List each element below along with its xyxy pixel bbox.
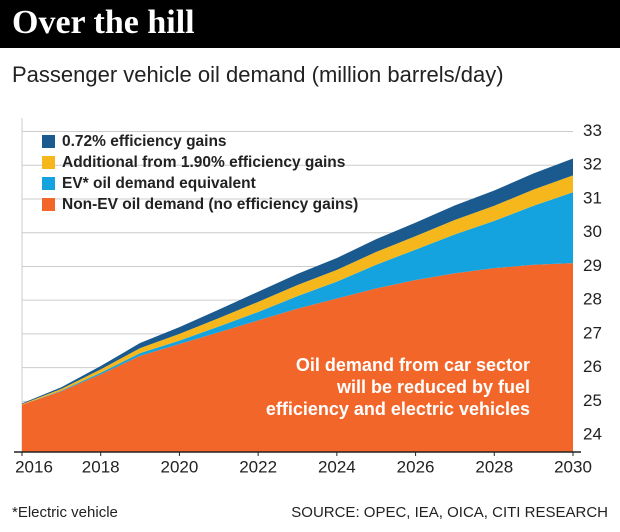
annotation: Oil demand from car sector <box>296 355 530 375</box>
legend-label: Non-EV oil demand (no efficiency gains) <box>62 196 358 213</box>
x-tick-label: 2018 <box>82 457 120 476</box>
y-tick-label: 25 <box>583 391 602 410</box>
y-tick-label: 27 <box>583 323 602 342</box>
y-tick-label: 28 <box>583 290 602 309</box>
area <box>22 175 573 405</box>
legend-swatch <box>42 156 55 169</box>
x-tick-label: 2030 <box>554 457 592 476</box>
legend-swatch <box>42 135 55 148</box>
x-tick-label: 2026 <box>397 457 435 476</box>
chart-subtitle: Passenger vehicle oil demand (million ba… <box>12 62 504 87</box>
legend-label: Additional from 1.90% efficiency gains <box>62 154 345 171</box>
title-bar <box>0 0 620 48</box>
area <box>22 263 573 452</box>
y-tick-label: 24 <box>583 425 602 444</box>
area <box>22 158 573 405</box>
x-tick-label: 2028 <box>475 457 513 476</box>
y-tick-label: 31 <box>583 188 602 207</box>
legend-swatch <box>42 177 55 190</box>
x-tick-label: 2016 <box>15 457 53 476</box>
y-tick-label: 33 <box>583 121 602 140</box>
legend-label: EV* oil demand equivalent <box>62 175 256 192</box>
x-tick-label: 2022 <box>239 457 277 476</box>
legend-swatch <box>42 198 55 211</box>
source: SOURCE: OPEC, IEA, OICA, CITI RESEARCH <box>291 504 608 521</box>
plot: 24 25 26 27 28 29 30 31 32 33 2016 2018 2020 2022 2024… <box>14 118 602 476</box>
area <box>22 192 573 405</box>
y-tick-label: 30 <box>583 222 602 241</box>
annotation: will be reduced by fuel <box>336 377 530 397</box>
chart-title: Over the hill <box>12 4 195 41</box>
legend-label: 0.72% efficiency gains <box>62 133 227 150</box>
x-tick-label: 2020 <box>161 457 199 476</box>
y-tick-label: 26 <box>583 357 602 376</box>
y-tick-label: 29 <box>583 256 602 275</box>
annotation: efficiency and electric vehicles <box>266 399 530 419</box>
y-tick-label: 32 <box>583 155 602 174</box>
footnote: *Electric vehicle <box>12 504 118 521</box>
x-tick-label: 2024 <box>318 457 356 476</box>
